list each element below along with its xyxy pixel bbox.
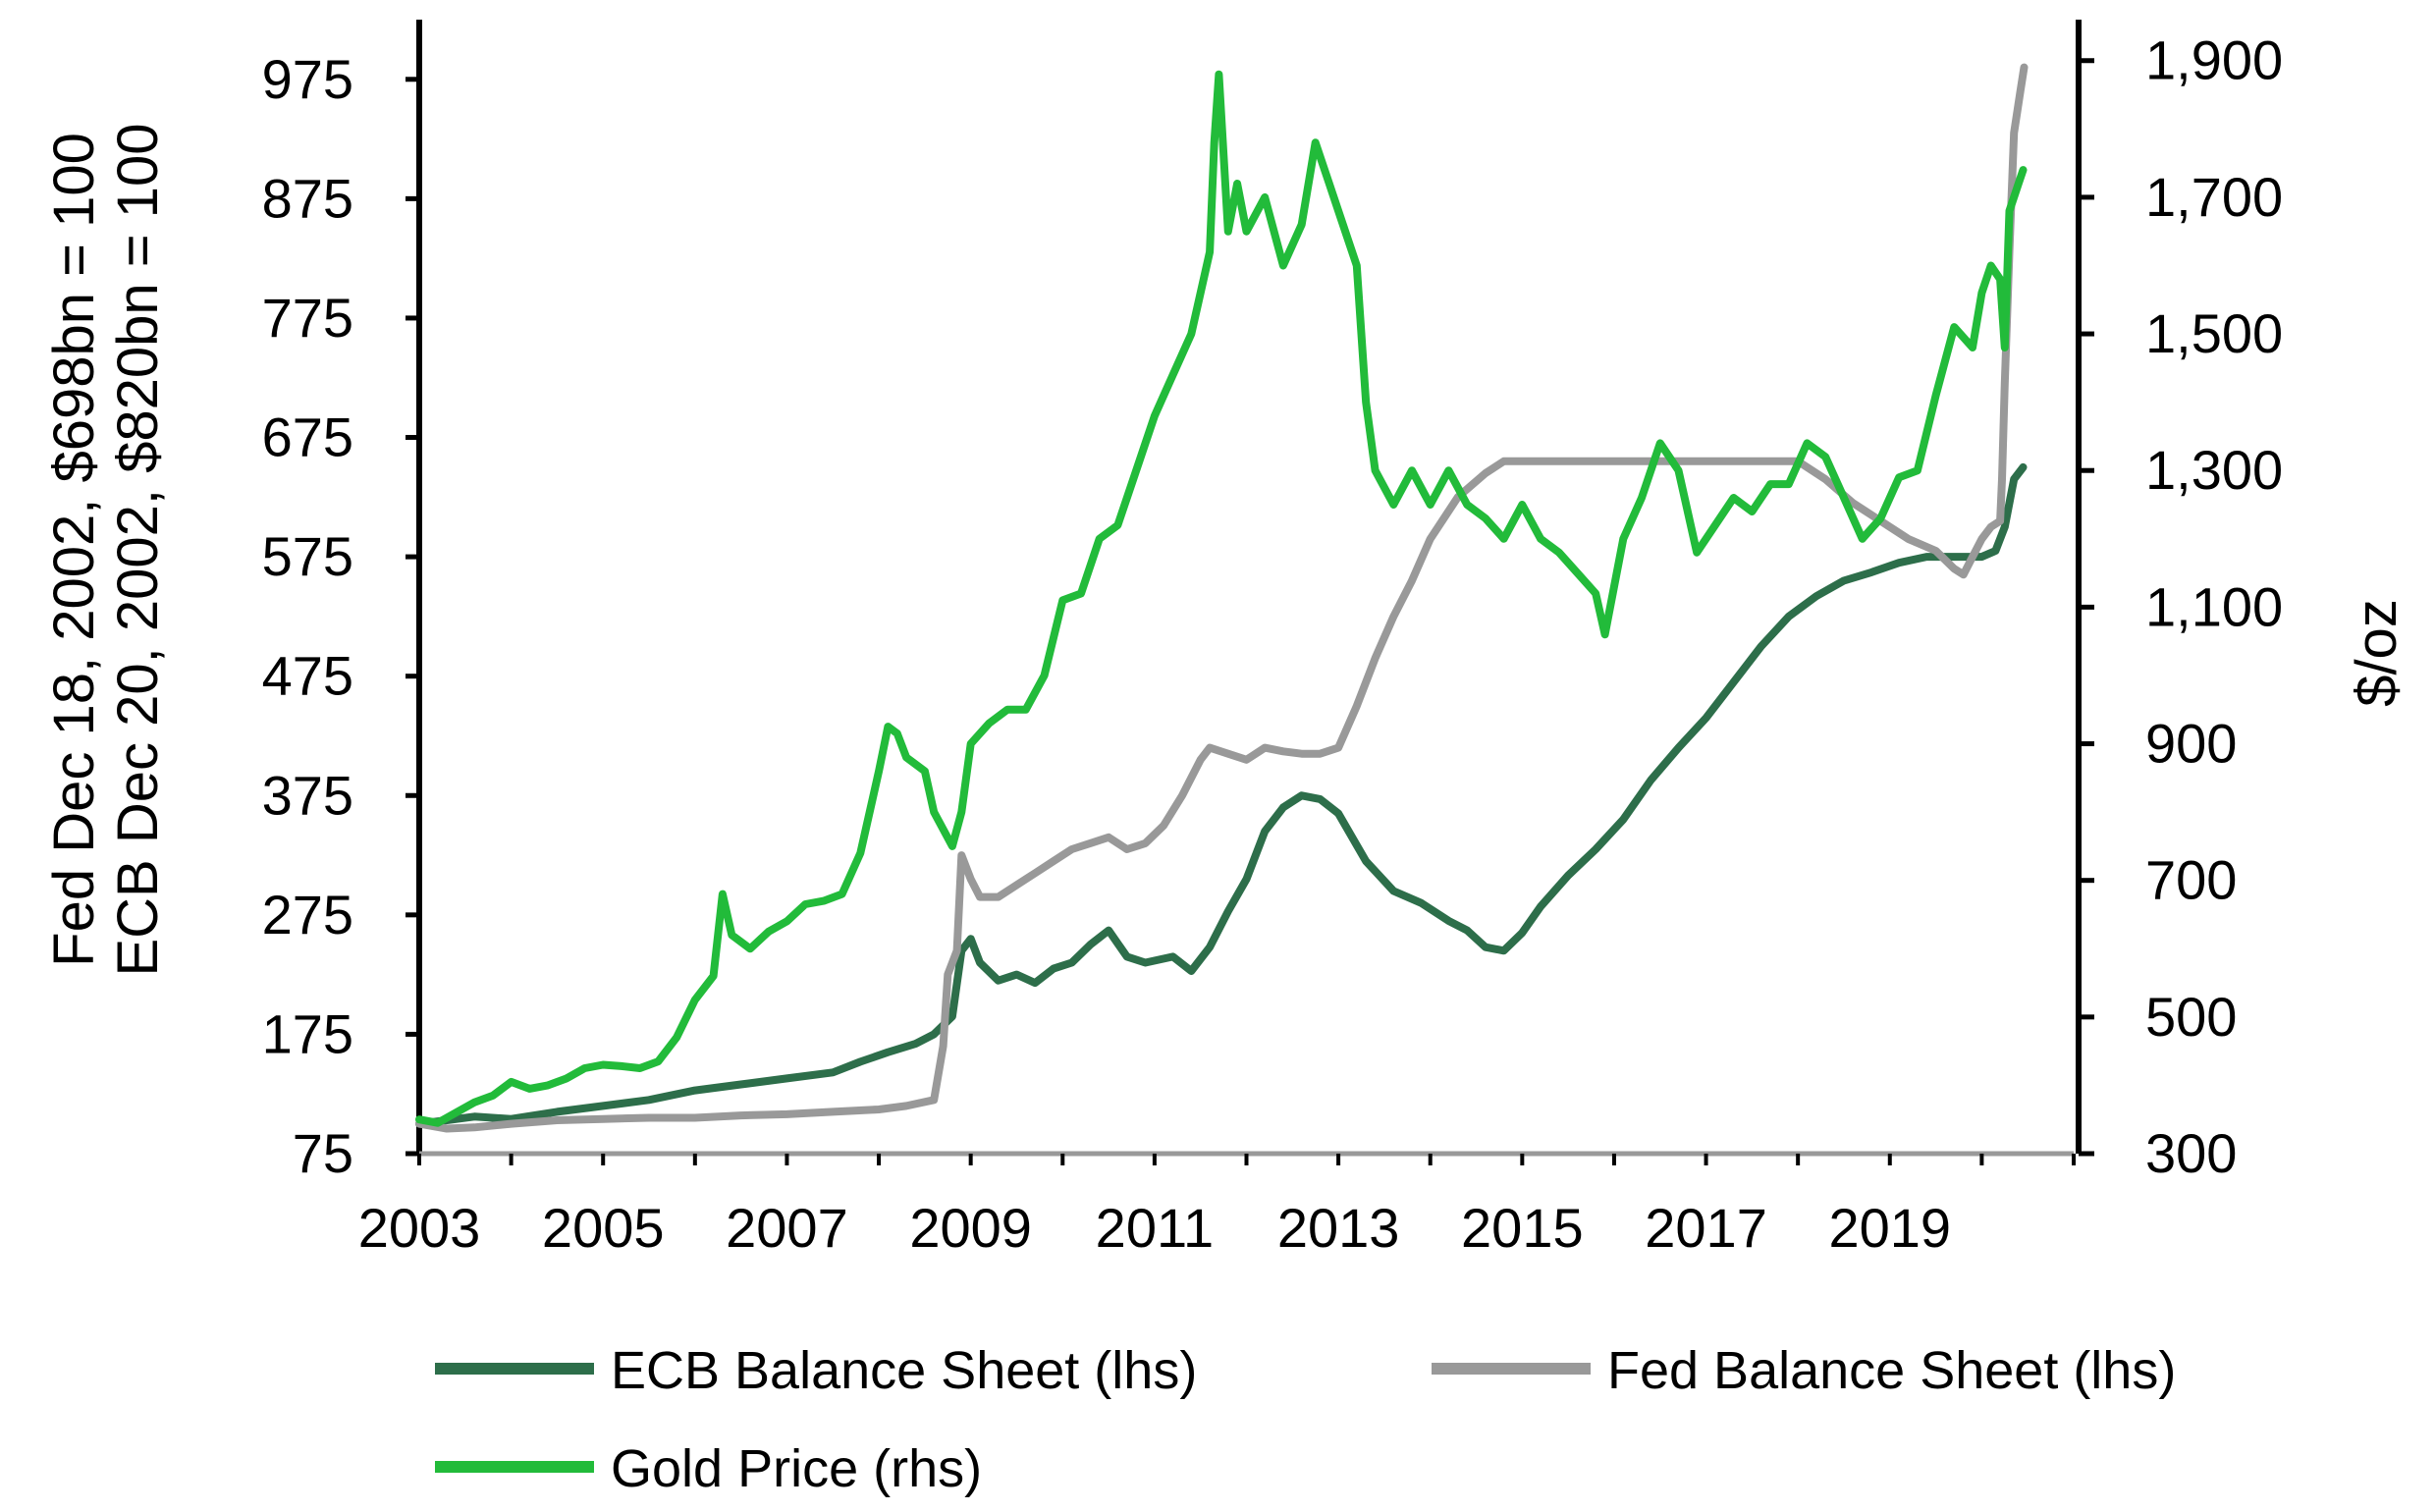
x-axis-tick-label: 2017 xyxy=(1645,1197,1767,1259)
legend-label-ecb: ECB Balance Sheet (lhs) xyxy=(611,1341,1197,1400)
gold-price-line xyxy=(415,70,2028,1127)
x-axis: 2003 2005 2007 2009 2011 2013 2015 2017 2019 xyxy=(358,1151,2076,1259)
series-lines xyxy=(415,63,2029,1133)
right-axis-tick-label: 700 xyxy=(2145,849,2237,911)
left-axis-tick-label: 575 xyxy=(262,525,353,587)
left-y-axis: 75 175 275 375 475 575 675 775 875 975 xyxy=(262,20,422,1184)
left-axis-tick-label: 875 xyxy=(262,167,353,229)
legend: ECB Balance Sheet (lhs) Fed Balance Shee… xyxy=(435,1341,2176,1498)
right-axis-tick-label: 300 xyxy=(2145,1122,2237,1184)
fed-balance-sheet-line xyxy=(415,63,2029,1133)
right-axis-tick-label: 1,300 xyxy=(2145,439,2283,501)
right-axis-tick-label: 1,500 xyxy=(2145,302,2283,364)
right-axis-tick-label: 1,100 xyxy=(2145,575,2283,637)
left-axis-title-line2: ECB Dec 20, 2002, $820bn = 100 xyxy=(106,123,170,976)
x-axis-tick-label: 2011 xyxy=(1096,1197,1214,1259)
legend-label-fed: Fed Balance Sheet (lhs) xyxy=(1607,1341,2176,1400)
right-axis-tick-label: 1,700 xyxy=(2145,166,2283,228)
x-axis-tick-label: 2007 xyxy=(726,1197,848,1259)
left-axis-title-line1: Fed Dec 18, 2002, $698bn = 100 xyxy=(42,133,106,967)
left-axis-tick-label: 175 xyxy=(262,1002,353,1064)
x-axis-tick-label: 2009 xyxy=(909,1197,1032,1259)
right-axis-tick-label: 1,900 xyxy=(2145,29,2283,91)
x-axis-tick-label: 2013 xyxy=(1277,1197,1400,1259)
right-axis-tick-label: 500 xyxy=(2145,986,2237,1048)
x-axis-tick-label: 2019 xyxy=(1828,1197,1951,1259)
x-axis-tick-label: 2005 xyxy=(542,1197,665,1259)
x-axis-tick-label: 2015 xyxy=(1461,1197,1584,1259)
right-axis-title: $/oz xyxy=(2345,599,2408,707)
ecb-balance-sheet-line xyxy=(415,462,2028,1128)
x-axis-tick-label: 2003 xyxy=(358,1197,481,1259)
left-axis-tick-label: 475 xyxy=(262,645,353,707)
legend-label-gold: Gold Price (rhs) xyxy=(611,1439,982,1498)
left-axis-tick-label: 275 xyxy=(262,884,353,945)
left-axis-tick-label: 75 xyxy=(293,1122,353,1184)
right-y-axis: 300 500 700 900 1,100 1,300 1,500 1,700 1,900 xyxy=(2076,20,2283,1184)
left-axis-tick-label: 375 xyxy=(262,764,353,826)
left-axis-tick-label: 675 xyxy=(262,406,353,468)
left-axis-tick-label: 975 xyxy=(262,48,353,110)
left-axis-tick-label: 775 xyxy=(262,287,353,349)
right-axis-tick-label: 900 xyxy=(2145,713,2237,775)
